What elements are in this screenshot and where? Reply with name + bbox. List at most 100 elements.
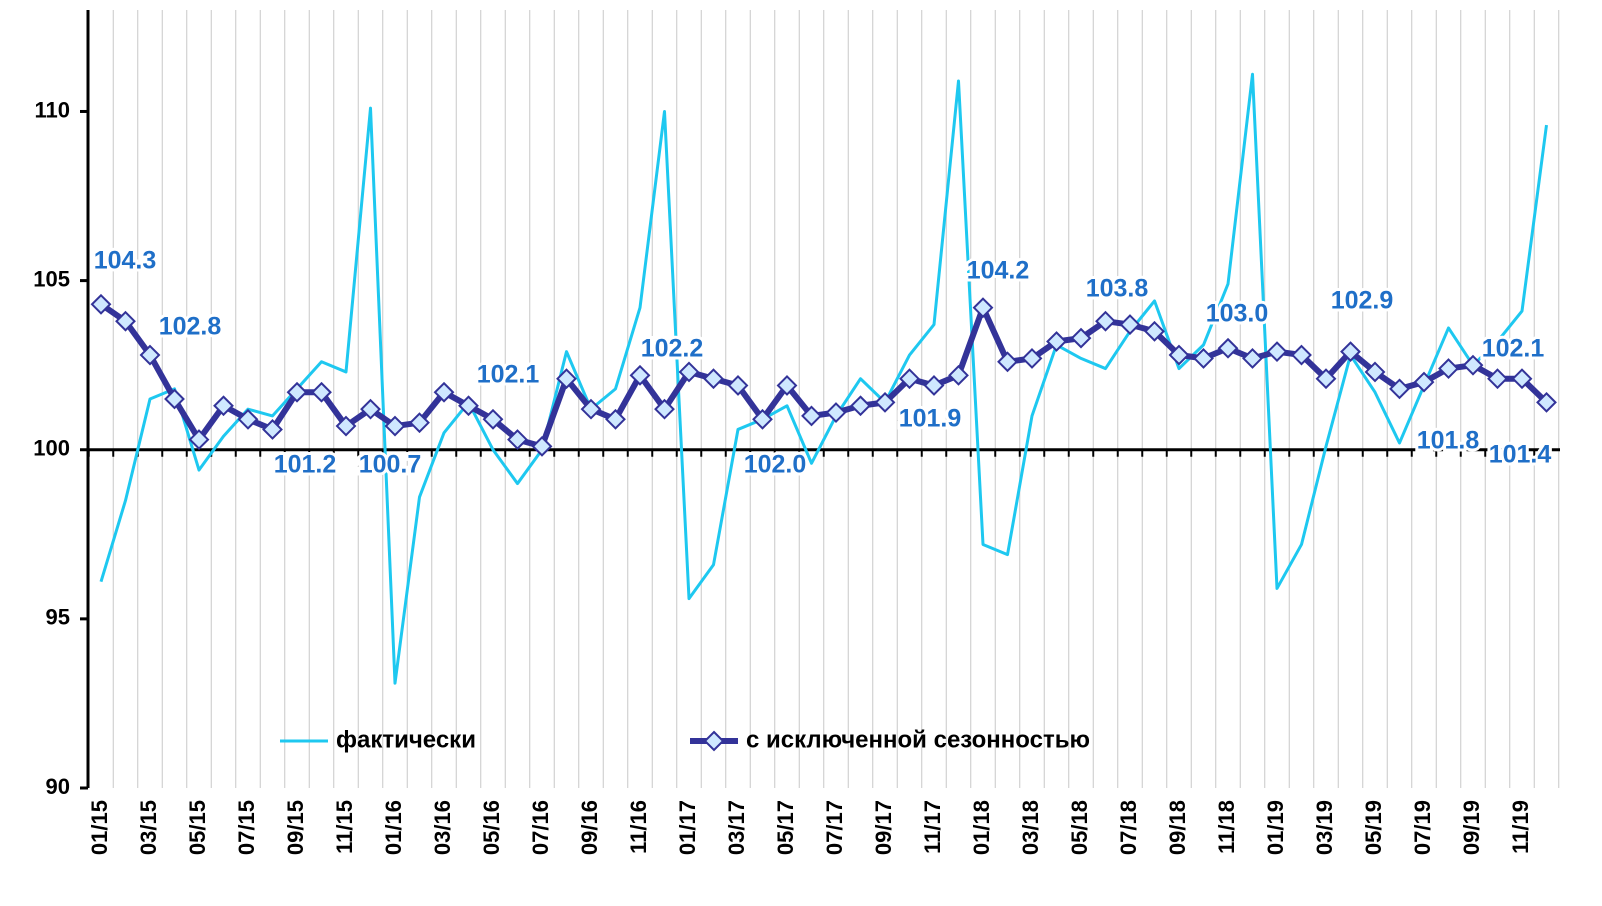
marker [605,408,626,430]
marker [1095,310,1116,332]
annotation: 101.2 [274,451,337,479]
marker [825,402,847,423]
marker [1389,378,1410,400]
marker [1070,327,1092,349]
marker [360,398,381,420]
x-tick-label: 09/15 [283,800,308,855]
x-tick-label: 05/16 [479,800,504,855]
marker [972,297,994,319]
annotation: 102.9 [1331,287,1394,315]
marker [262,419,283,440]
marker [1315,368,1337,390]
x-tick-label: 07/18 [1116,800,1141,855]
marker [874,391,896,413]
marker [213,395,234,417]
marker [1193,347,1214,369]
x-tick-label: 07/19 [1410,800,1435,855]
annotation: 102.2 [641,335,704,363]
marker [1487,368,1508,390]
annotation: 101.9 [899,405,962,433]
x-tick-label: 09/18 [1165,800,1190,855]
marker [727,375,749,396]
marker [139,344,161,366]
x-tick-label: 05/19 [1361,800,1386,855]
marker [776,375,798,396]
x-tick-label: 03/18 [1018,800,1043,855]
y-tick-label: 105 [33,266,70,291]
marker [850,395,871,417]
marker [1462,354,1484,376]
x-tick-label: 03/16 [430,800,455,855]
marker [1511,368,1533,390]
marker [1291,344,1312,366]
x-tick-label: 01/16 [381,800,406,855]
marker [629,364,651,386]
marker [286,381,308,403]
marker [923,375,945,396]
marker [409,412,430,434]
annotation: 102.8 [159,313,222,341]
marker [311,381,332,403]
x-tick-label: 01/15 [87,800,112,855]
marker [115,310,136,332]
annotation: 101.4 [1489,441,1552,469]
marker [1438,358,1459,379]
annotation: 102.1 [1482,335,1545,363]
x-tick-label: 09/16 [577,800,602,855]
marker [801,405,822,427]
marker [580,398,602,420]
legend-label: с исключенной сезонностью [746,726,1090,753]
x-tick-label: 11/18 [1214,800,1239,854]
y-tick-label: 100 [33,436,70,461]
marker [1536,391,1557,413]
marker [1217,337,1239,359]
y-tick-label: 90 [46,774,70,799]
series-line [99,72,1548,685]
marker [1340,341,1361,363]
marker [556,368,577,390]
annotation: 103.8 [1086,275,1149,303]
annotation: 102.1 [477,361,540,389]
marker [507,429,528,451]
marker [703,368,724,390]
marker [1046,331,1067,352]
annotation: 104.2 [967,257,1030,285]
marker [948,364,969,386]
marker [1144,320,1165,342]
y-tick-label: 95 [46,605,70,630]
x-tick-label: 03/19 [1312,800,1337,855]
x-tick-label: 09/17 [871,800,896,855]
marker [90,293,112,315]
marker [384,415,406,437]
marker [997,351,1018,373]
marker [237,408,259,430]
marker [1413,371,1435,393]
annotation: 102.0 [744,451,807,479]
x-tick-label: 03/15 [136,800,161,855]
y-tick-label: 110 [35,97,71,122]
marker [433,381,455,403]
marker [164,388,185,410]
x-tick-label: 01/19 [1263,800,1288,855]
x-tick-label: 05/15 [185,800,210,855]
annotation: 100.7 [359,451,422,479]
x-tick-label: 05/17 [773,800,798,855]
x-tick-label: 09/19 [1459,800,1484,855]
marker [678,361,700,383]
annotation: 101.8 [1417,427,1480,455]
x-tick-label: 07/15 [234,800,259,855]
marker [1168,344,1190,366]
legend-marker [703,730,725,752]
marker [1364,361,1386,383]
x-tick-label: 07/16 [528,800,553,855]
marker [531,435,553,457]
x-tick-label: 05/18 [1067,800,1092,855]
marker [654,398,675,420]
x-tick-label: 11/17 [920,800,945,854]
x-tick-label: 01/18 [969,800,994,855]
marker [899,368,920,390]
annotation: 103.0 [1206,300,1269,328]
marker [752,408,773,430]
marker [482,408,504,430]
